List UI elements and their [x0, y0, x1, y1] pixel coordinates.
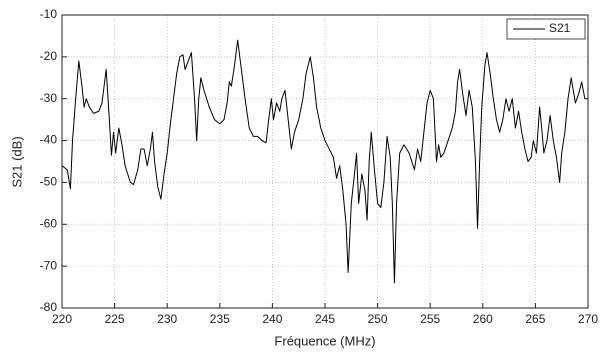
- y-axis-label: S21 (dB): [9, 136, 24, 187]
- y-tick-label: -20: [40, 49, 58, 63]
- x-tick-label: 235: [210, 312, 230, 326]
- y-tick-label: -60: [40, 216, 58, 230]
- y-tick-label: -70: [40, 258, 58, 272]
- x-tick-label: 260: [473, 312, 493, 326]
- x-tick-label: 240: [262, 312, 282, 326]
- legend-label: S21: [549, 21, 571, 35]
- x-tick-label: 255: [420, 312, 440, 326]
- legend-box: [506, 18, 586, 40]
- x-tick-label: 265: [525, 312, 545, 326]
- x-tick-label: 245: [315, 312, 335, 326]
- line: [61, 39, 588, 284]
- plot-frame: [61, 14, 589, 309]
- x-tick-label: 220: [52, 312, 72, 326]
- y-tick-label: -10: [40, 7, 58, 21]
- x-axis-label: Fréquence (MHz): [274, 333, 375, 348]
- x-tick-label: 230: [157, 312, 177, 326]
- x-tick-label: 270: [578, 312, 598, 326]
- y-tick-label: -30: [40, 91, 58, 105]
- y-tick-label: -80: [40, 300, 58, 314]
- x-tick-label: 250: [368, 312, 388, 326]
- y-tick-label: -40: [40, 133, 58, 147]
- y-tick-label: -50: [40, 175, 58, 189]
- x-tick-label: 225: [105, 312, 125, 326]
